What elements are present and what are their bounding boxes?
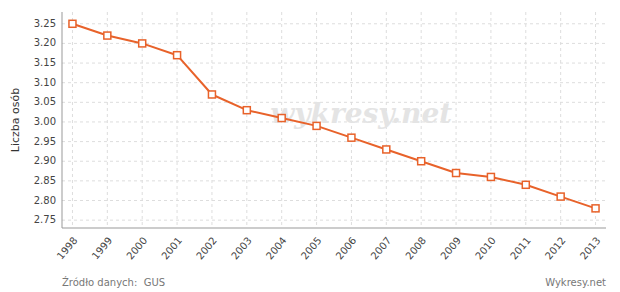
x-grid-line bbox=[595, 12, 596, 228]
x-tick-label: 2001 bbox=[159, 235, 184, 262]
marker bbox=[418, 158, 425, 165]
marker bbox=[69, 20, 76, 27]
x-grid-line bbox=[211, 12, 212, 228]
marker bbox=[278, 115, 285, 122]
marker bbox=[243, 107, 250, 114]
y-tick-label: 2.75 bbox=[34, 214, 56, 225]
x-tick-label: 2007 bbox=[369, 235, 394, 262]
y-grid-line bbox=[62, 23, 606, 24]
x-grid-line bbox=[246, 12, 247, 228]
x-grid-line bbox=[177, 12, 178, 228]
series bbox=[69, 20, 599, 212]
source-note: Źródło danych: GUS bbox=[62, 276, 165, 288]
y-tick-label: 2.90 bbox=[34, 155, 56, 166]
x-grid-line bbox=[456, 12, 457, 228]
y-tick-label: 3.00 bbox=[34, 116, 56, 127]
marker bbox=[104, 32, 111, 39]
x-tick-label: 2002 bbox=[194, 235, 219, 262]
y-tick-label: 2.95 bbox=[34, 136, 56, 147]
y-axis: 2.75 2.80 2.85 2.90 2.95 3.00 3.05 3.10 3.15 3.20… bbox=[34, 18, 606, 225]
marker bbox=[383, 146, 390, 153]
x-tick-label: 1998 bbox=[55, 235, 80, 262]
y-tick-label: 2.85 bbox=[34, 175, 56, 186]
y-grid-line bbox=[62, 161, 606, 162]
y-tick-label: 3.10 bbox=[34, 77, 56, 88]
y-tick-label: 2.80 bbox=[34, 195, 56, 206]
line bbox=[72, 24, 595, 209]
x-grid-line bbox=[525, 12, 526, 228]
x-tick-label: 2009 bbox=[438, 235, 463, 262]
marker bbox=[557, 193, 564, 200]
x-axis-line bbox=[62, 228, 606, 229]
y-grid-line bbox=[62, 63, 606, 64]
x-tick-label: 2013 bbox=[578, 235, 603, 262]
chart: 2.75 2.80 2.85 2.90 2.95 3.00 3.05 3.10 3.15 3.20… bbox=[0, 0, 620, 292]
marker bbox=[139, 40, 146, 47]
x-tick-label: 2012 bbox=[543, 235, 568, 262]
x-tick-label: 2008 bbox=[403, 235, 428, 262]
x-axis: 1998 1999 2000 2001 2002 2003 2004 2005 2006 2007… bbox=[55, 12, 603, 261]
footer-credit: Wykresy.net bbox=[545, 277, 606, 288]
y-grid-line bbox=[62, 82, 606, 83]
y-tick-label: 3.05 bbox=[34, 96, 56, 107]
x-tick-label: 2011 bbox=[508, 235, 533, 262]
marker bbox=[208, 91, 215, 98]
marker bbox=[313, 122, 320, 129]
x-grid-line bbox=[107, 12, 108, 228]
chart-container: 2.75 2.80 2.85 2.90 2.95 3.00 3.05 3.10 3.15 3.20… bbox=[0, 0, 620, 292]
marker bbox=[487, 173, 494, 180]
y-grid-line bbox=[62, 220, 606, 221]
y-tick-label: 3.20 bbox=[34, 37, 56, 48]
y-grid-line bbox=[62, 200, 606, 201]
y-axis-line bbox=[62, 12, 63, 228]
x-tick-label: 2006 bbox=[334, 235, 359, 262]
y-axis-label: Liczba osób bbox=[9, 88, 22, 152]
watermark: wykresy.net bbox=[270, 97, 452, 130]
marker bbox=[174, 52, 181, 59]
y-grid-line bbox=[62, 141, 606, 142]
x-tick-label: 2004 bbox=[264, 235, 289, 262]
y-tick-label: 3.25 bbox=[34, 18, 56, 29]
x-tick-label: 2003 bbox=[229, 235, 254, 262]
x-tick-label: 2000 bbox=[124, 235, 149, 262]
x-grid-line bbox=[490, 12, 491, 228]
marker bbox=[592, 205, 599, 212]
x-tick-label: 2010 bbox=[473, 235, 498, 262]
x-tick-label: 1999 bbox=[90, 235, 115, 262]
marker bbox=[453, 170, 460, 177]
marker bbox=[348, 134, 355, 141]
x-grid-line bbox=[72, 12, 73, 228]
marker bbox=[522, 181, 529, 188]
x-tick-label: 2005 bbox=[299, 235, 324, 262]
y-tick-label: 3.15 bbox=[34, 57, 56, 68]
